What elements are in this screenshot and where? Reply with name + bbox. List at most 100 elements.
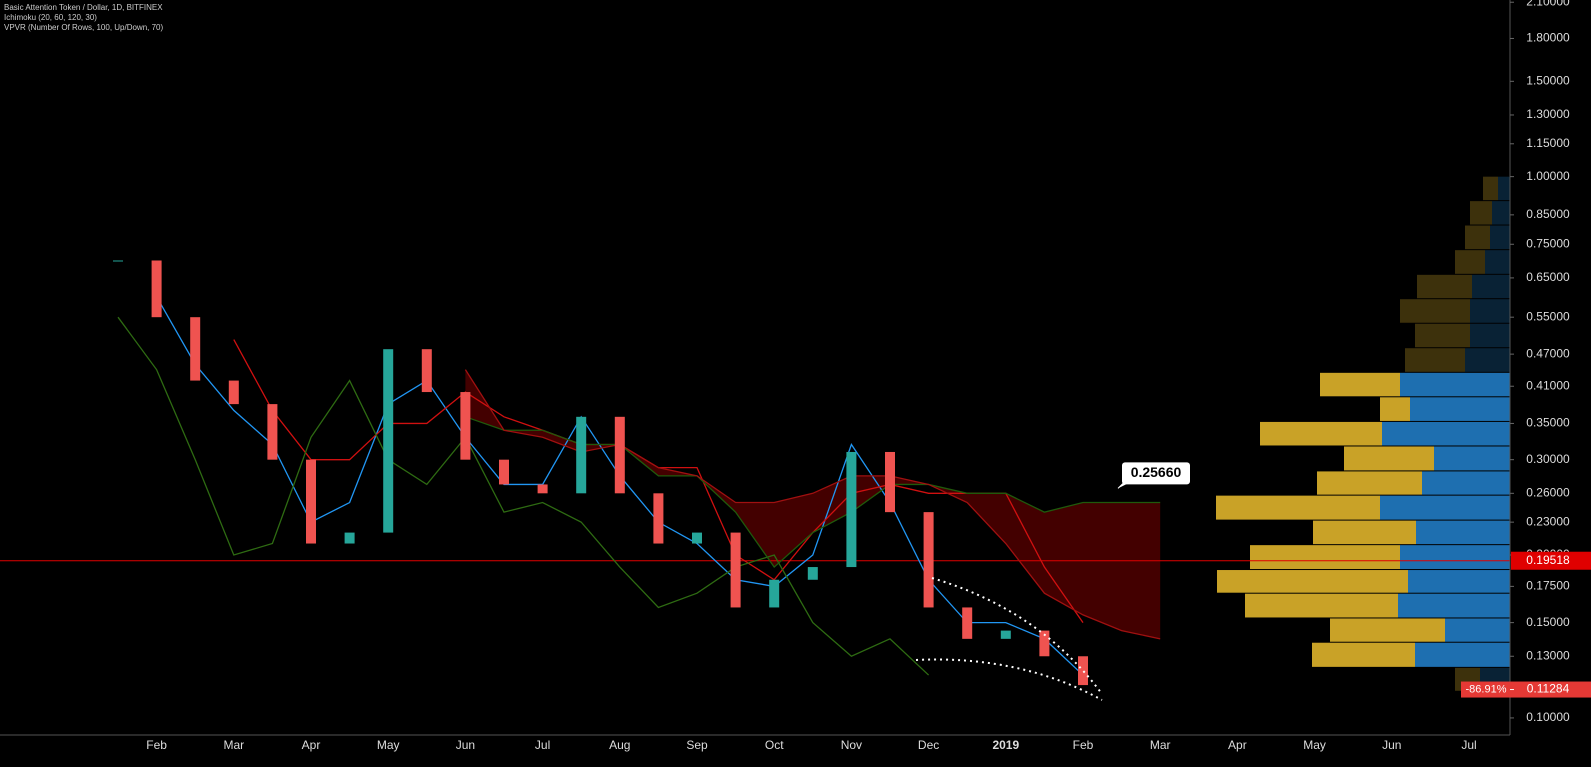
- candle: [692, 532, 702, 544]
- candle: [576, 416, 587, 494]
- vpvr-down: [1217, 570, 1408, 593]
- x-tick-label: Oct: [765, 738, 784, 752]
- vpvr-down: [1216, 495, 1380, 520]
- y-tick-label: 0.41000: [1526, 378, 1570, 392]
- y-tick-label: 0.85000: [1526, 207, 1570, 221]
- vpvr-down: [1417, 274, 1472, 299]
- vpvr-up: [1470, 299, 1510, 323]
- x-tick-label: Aug: [609, 738, 630, 752]
- price-line-label-bg: [1511, 551, 1591, 570]
- vpvr-down: [1250, 545, 1400, 570]
- x-tick-label: May: [377, 738, 400, 752]
- y-tick-label: 0.47000: [1526, 346, 1570, 360]
- vpvr-up: [1498, 176, 1510, 201]
- indicator-label: VPVR (Number Of Rows, 100, Up/Down, 70): [4, 23, 164, 32]
- x-tick-label: Jul: [1461, 738, 1476, 752]
- y-tick-label: 1.00000: [1526, 169, 1570, 183]
- y-tick-label: 0.65000: [1526, 270, 1570, 284]
- vpvr-down: [1465, 225, 1490, 250]
- candle: [1039, 630, 1050, 657]
- vpvr-down: [1313, 520, 1416, 545]
- x-tick-label: Sep: [686, 738, 708, 752]
- y-tick-label: 0.17500: [1526, 579, 1570, 593]
- vpvr-up: [1416, 520, 1510, 545]
- vpvr-up: [1485, 250, 1510, 274]
- candle: [653, 493, 664, 544]
- y-tick-label: 2.10000: [1526, 0, 1570, 8]
- candle: [846, 451, 857, 568]
- y-tick-label: 0.75000: [1526, 236, 1570, 250]
- candle: [769, 579, 780, 608]
- vpvr-down: [1344, 446, 1434, 471]
- candle: [344, 532, 355, 544]
- x-tick-label: Jul: [535, 738, 550, 752]
- callout-label: 0.25660: [1131, 464, 1182, 480]
- vpvr-up: [1434, 446, 1510, 471]
- x-tick-label: Apr: [302, 738, 321, 752]
- x-tick-label: Mar: [1150, 738, 1171, 752]
- vpvr-up: [1382, 421, 1510, 446]
- candle: [1078, 656, 1088, 686]
- vpvr-down: [1320, 372, 1400, 397]
- candle: [383, 349, 394, 533]
- vpvr-down: [1470, 201, 1492, 225]
- vpvr-up: [1408, 570, 1510, 593]
- vpvr-down: [1245, 593, 1398, 618]
- candle: [962, 607, 973, 639]
- x-tick-label: Feb: [1073, 738, 1094, 752]
- candle: [537, 484, 548, 494]
- y-tick-label: 1.30000: [1526, 107, 1570, 121]
- vpvr-down: [1455, 250, 1485, 274]
- y-tick-label: 1.50000: [1526, 73, 1570, 87]
- vpvr-up: [1465, 348, 1510, 372]
- x-tick-label: Jun: [456, 738, 475, 752]
- y-tick-label: 0.35000: [1526, 416, 1570, 430]
- x-tick-label: Mar: [223, 738, 244, 752]
- last-price-bg: [1461, 681, 1591, 698]
- candle: [228, 380, 239, 405]
- vpvr-down: [1483, 176, 1498, 201]
- candle: [1000, 630, 1011, 639]
- x-tick-label: Dec: [918, 738, 939, 752]
- y-tick-label: 0.23000: [1526, 514, 1570, 528]
- last-price-label: 0.11284: [1527, 682, 1570, 696]
- indicator-label: Ichimoku (20, 60, 120, 30): [4, 13, 97, 22]
- x-tick-label: 2019: [992, 738, 1019, 752]
- candle: [807, 567, 818, 580]
- vpvr-up: [1400, 545, 1510, 570]
- x-tick-label: Feb: [146, 738, 167, 752]
- candle: [499, 459, 509, 485]
- x-tick-label: Apr: [1228, 738, 1247, 752]
- y-tick-label: 0.30000: [1526, 452, 1570, 466]
- candle: [267, 404, 278, 460]
- vpvr-up: [1445, 618, 1510, 642]
- ichimoku-line: [117, 316, 930, 676]
- vpvr-down: [1330, 618, 1445, 642]
- y-tick-label: 0.15000: [1526, 615, 1570, 629]
- vpvr-up: [1422, 471, 1510, 495]
- vpvr-up: [1472, 274, 1510, 299]
- x-tick-label: Jun: [1382, 738, 1401, 752]
- vpvr-down: [1415, 323, 1470, 348]
- x-tick-label: May: [1303, 738, 1326, 752]
- plot: [0, 176, 1510, 691]
- vpvr-down: [1312, 642, 1415, 667]
- candle: [923, 512, 934, 608]
- y-tick-label: 0.10000: [1526, 710, 1570, 724]
- candle: [614, 416, 625, 494]
- vpvr-up: [1400, 372, 1510, 397]
- y-tick-label: 1.80000: [1526, 31, 1570, 45]
- candle: [113, 260, 123, 262]
- candle: [885, 451, 895, 513]
- candle: [421, 349, 432, 393]
- candle: [190, 317, 201, 381]
- y-tick-label: 1.15000: [1526, 136, 1570, 150]
- chart-title: Basic Attention Token / Dollar, 1D, BITF…: [4, 3, 163, 12]
- y-tick-label: 0.13000: [1526, 648, 1570, 662]
- ichimoku-cloud: [465, 369, 1161, 639]
- price-line-label: 0.19518: [1526, 553, 1570, 567]
- vpvr-up: [1380, 495, 1510, 520]
- vpvr-up: [1415, 642, 1510, 667]
- vpvr-up: [1398, 593, 1510, 618]
